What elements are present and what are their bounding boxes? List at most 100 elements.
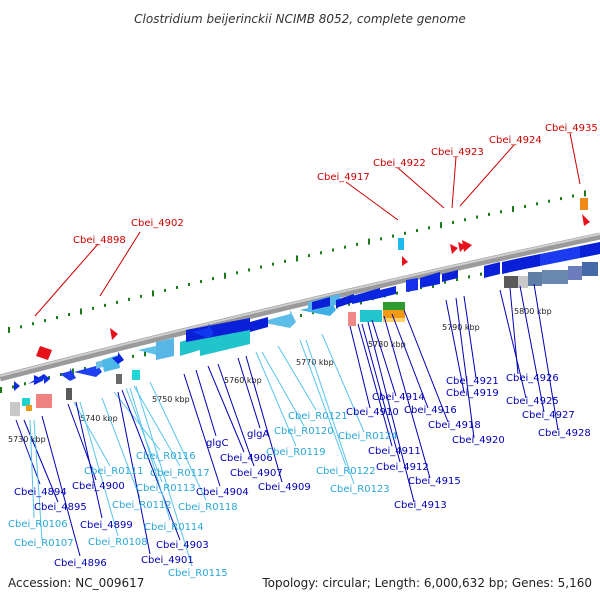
tick-mark: [368, 238, 370, 245]
tick-mark: [56, 316, 58, 320]
tick-mark: [8, 326, 10, 333]
gene-label[interactable]: Cbei_R0108: [88, 537, 148, 548]
genome-backbone: [0, 232, 600, 382]
map-title: Clostridium beijerinckii NCIMB 8052, com…: [134, 12, 466, 26]
gene-label[interactable]: Cbei_4916: [404, 405, 457, 416]
gene-label[interactable]: Cbei_4926: [506, 373, 559, 384]
gene-label-red[interactable]: Cbei_4922: [373, 158, 426, 169]
gene-label-red[interactable]: Cbei_4923: [431, 147, 484, 158]
gene-block[interactable]: [36, 394, 52, 408]
gene-block[interactable]: [66, 388, 72, 400]
tick-mark: [584, 190, 586, 197]
gene-label[interactable]: Cbei_4912: [376, 462, 429, 473]
gene-label[interactable]: Cbei_4921: [446, 376, 499, 387]
tick-mark: [444, 280, 446, 284]
gene-label[interactable]: Cbei_R0112: [112, 500, 172, 511]
scale-label: 5770 kbp: [296, 358, 334, 367]
tick-mark: [260, 265, 262, 269]
tick-mark: [480, 272, 482, 276]
gene-label[interactable]: Cbei_4910: [346, 407, 399, 418]
gene-label[interactable]: Cbei_R0106: [8, 519, 68, 530]
tick-mark: [296, 255, 298, 262]
tick-mark: [0, 387, 2, 393]
tick-mark: [380, 237, 382, 241]
gene-label[interactable]: Cbei_4927: [522, 410, 575, 421]
gene-label[interactable]: Cbei_R0118: [178, 502, 238, 513]
gene-label[interactable]: Cbei_R0119: [266, 447, 326, 458]
gene-label-red[interactable]: Cbei_4935: [545, 123, 598, 134]
tick-mark: [116, 300, 118, 304]
tick-mark: [140, 294, 142, 298]
gene-label[interactable]: Cbei_R0113: [136, 483, 196, 494]
gene-label[interactable]: Cbei_4895: [34, 502, 87, 513]
tick-mark: [312, 311, 314, 315]
gene-features: [2, 198, 600, 416]
tick-mark: [320, 251, 322, 255]
tick-mark: [356, 242, 358, 246]
tick-mark: [476, 215, 478, 219]
gene-label[interactable]: glgC: [206, 438, 228, 449]
tick-mark: [572, 194, 574, 198]
gene-label[interactable]: Cbei_R0121: [288, 411, 348, 422]
gene-label[interactable]: Cbei_4900: [72, 481, 125, 492]
tick-mark: [548, 199, 550, 203]
tick-mark: [284, 259, 286, 263]
tick-mark: [560, 197, 562, 201]
gene-block[interactable]: [10, 402, 20, 416]
gene-label[interactable]: Cbei_R0116: [136, 451, 196, 462]
gene-label[interactable]: glgA: [247, 429, 269, 440]
tick-mark: [32, 322, 34, 326]
bottom-leaders: [15, 283, 559, 567]
gene-label[interactable]: Cbei_4906: [220, 453, 273, 464]
gene-label[interactable]: Cbei_4909: [258, 482, 311, 493]
gene-label[interactable]: Cbei_4919: [446, 388, 499, 399]
gene-label[interactable]: Cbei_4911: [368, 446, 421, 457]
tick-mark: [152, 290, 154, 297]
tick-mark: [488, 212, 490, 216]
gene-label[interactable]: Cbei_R0117: [150, 468, 210, 479]
gene-label[interactable]: Cbei_4914: [372, 392, 425, 403]
gene-label[interactable]: Cbei_R0123: [330, 484, 390, 495]
summary-text: Topology: circular; Length: 6,000,632 bp…: [261, 576, 592, 590]
gene-block[interactable]: [22, 398, 30, 406]
gene-label-red[interactable]: Cbei_4902: [131, 218, 184, 229]
tick-mark: [200, 280, 202, 284]
tick-mark: [176, 285, 178, 289]
tick-mark: [456, 278, 458, 282]
tick-mark: [348, 302, 350, 306]
gene-label[interactable]: Cbei_4913: [394, 500, 447, 511]
gene-label[interactable]: Cbei_R0124: [338, 431, 398, 442]
scale-label: 5750 kbp: [152, 395, 190, 404]
gene-label[interactable]: Cbei_4903: [156, 540, 209, 551]
gene-label[interactable]: Cbei_4928: [538, 428, 591, 439]
gene-label-red[interactable]: Cbei_4924: [489, 135, 542, 146]
gene-label[interactable]: Cbei_4901: [141, 555, 194, 566]
gene-label[interactable]: Cbei_R0111: [84, 466, 144, 477]
gene-label[interactable]: Cbei_4907: [230, 468, 283, 479]
gene-label[interactable]: Cbei_R0120: [274, 426, 334, 437]
gene-label[interactable]: Cbei_4904: [196, 487, 249, 498]
gene-label[interactable]: Cbei_R0115: [168, 568, 228, 579]
gene-arrow[interactable]: [2, 381, 20, 391]
gene-label-red[interactable]: Cbei_4917: [317, 172, 370, 183]
gene-label[interactable]: Cbei_4894: [14, 487, 67, 498]
gene-block[interactable]: [26, 405, 32, 411]
scale-label: 5790 kbp: [442, 323, 480, 332]
tick-mark: [84, 366, 86, 370]
tick-mark: [308, 254, 310, 258]
tick-mark: [164, 288, 166, 292]
tick-mark: [396, 291, 398, 295]
gene-label[interactable]: Cbei_4896: [54, 558, 107, 569]
gene-label[interactable]: Cbei_R0122: [316, 466, 376, 477]
gene-label[interactable]: Cbei_R0114: [144, 522, 204, 533]
gene-label[interactable]: Cbei_4915: [408, 476, 461, 487]
gene-label[interactable]: Cbei_4918: [428, 420, 481, 431]
gene-label-red[interactable]: Cbei_4898: [73, 235, 126, 246]
gene-label[interactable]: Cbei_4899: [80, 520, 133, 531]
gene-label[interactable]: Cbei_4920: [452, 435, 505, 446]
tick-mark: [92, 306, 94, 310]
gene-label[interactable]: Cbei_R0107: [14, 538, 74, 549]
tick-mark: [236, 271, 238, 275]
gene-label[interactable]: Cbei_4925: [506, 396, 559, 407]
